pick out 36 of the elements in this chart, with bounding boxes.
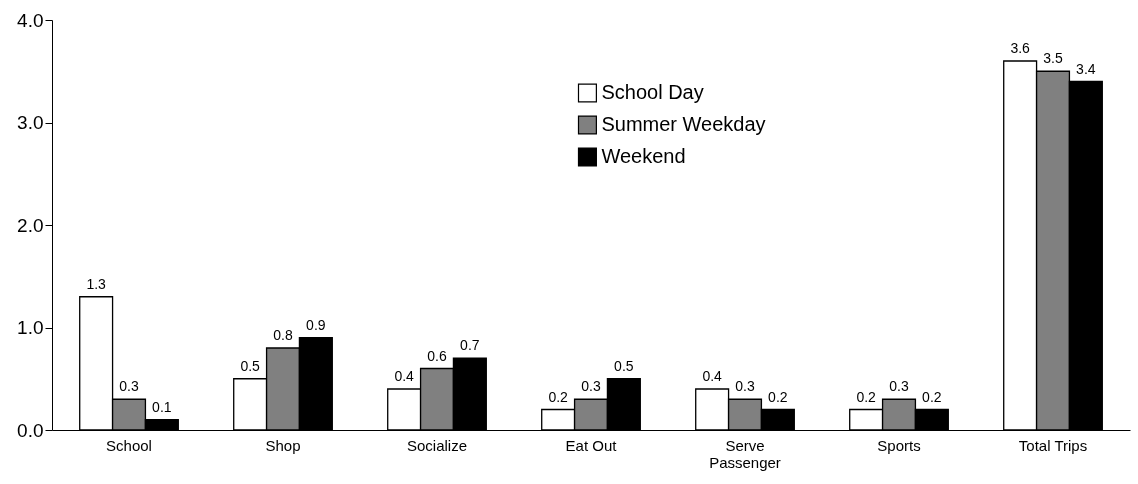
data-label: 0.5 xyxy=(240,357,261,374)
x-tick-label: Eat Out xyxy=(565,436,618,454)
data-label: 0.6 xyxy=(427,347,447,364)
y-tick-label: 1.0 xyxy=(17,317,44,338)
x-tick-label: School xyxy=(106,436,152,454)
y-tick-label: 0.0 xyxy=(17,419,44,441)
data-label: 0.2 xyxy=(548,388,569,405)
data-label: 0.2 xyxy=(856,388,877,405)
x-tick-label: Total Trips xyxy=(1018,436,1088,454)
legend-label: Weekend xyxy=(601,145,686,167)
data-label: 3.5 xyxy=(1043,50,1063,67)
data-label: 0.1 xyxy=(152,398,172,415)
data-label: 0.8 xyxy=(273,327,293,343)
data-label: 0.3 xyxy=(581,378,601,395)
data-label: 0.3 xyxy=(735,378,755,395)
x-tick-label: Socialize xyxy=(406,436,468,454)
x-tick-label: Sports xyxy=(877,436,921,454)
data-label: 0.3 xyxy=(889,378,909,395)
x-tick-label: Serve Passenger xyxy=(709,436,781,471)
data-label: 3.6 xyxy=(1010,40,1031,56)
data-label: 0.2 xyxy=(768,388,788,405)
data-label: 0.9 xyxy=(306,316,326,333)
y-tick-label: 2.0 xyxy=(17,214,44,236)
data-label: 0.7 xyxy=(460,337,480,354)
data-label: 0.3 xyxy=(119,378,139,395)
y-tick-label: 3.0 xyxy=(17,112,44,133)
legend-label: Summer Weekday xyxy=(601,113,766,135)
data-label: 0.2 xyxy=(922,388,942,405)
legend-label: School Day xyxy=(601,81,704,103)
x-tick-label: Shop xyxy=(265,436,301,454)
data-label: 1.3 xyxy=(86,275,107,292)
data-label: 0.4 xyxy=(702,368,723,384)
data-label: 0.5 xyxy=(614,357,634,374)
y-tick-label: 4.0 xyxy=(17,9,44,31)
data-label: 0.4 xyxy=(394,368,415,384)
data-label: 3.4 xyxy=(1076,60,1096,77)
